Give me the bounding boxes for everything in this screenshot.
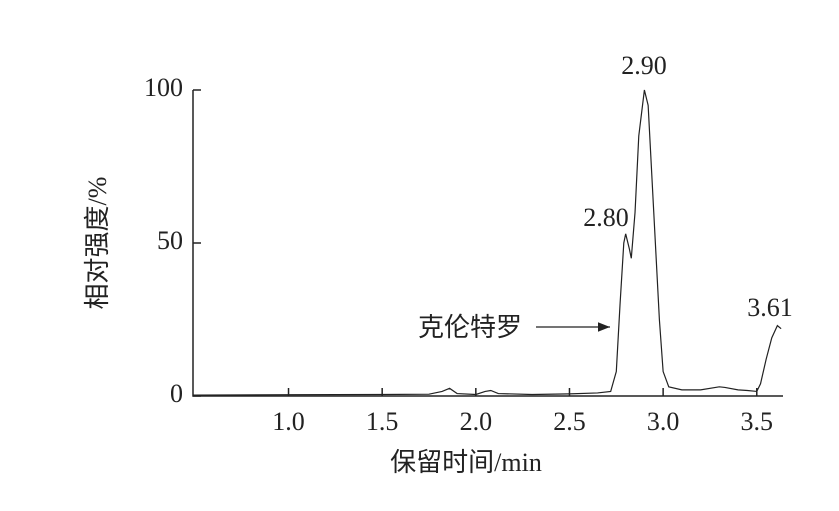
y-tick-label: 100 xyxy=(144,73,183,102)
x-tick-label: 2.5 xyxy=(553,407,586,436)
y-tick-label: 0 xyxy=(170,379,183,408)
x-tick-label: 2.0 xyxy=(460,407,493,436)
axes xyxy=(192,90,783,397)
x-tick-label: 1.0 xyxy=(272,407,305,436)
y-tick-label: 50 xyxy=(157,226,183,255)
x-axis-label: 保留时间/min xyxy=(390,448,542,477)
annotation: 2.90 xyxy=(621,51,667,80)
x-tick-label: 3.0 xyxy=(647,407,680,436)
annotation: 2.80 xyxy=(583,203,629,232)
annotation: 克伦特罗 xyxy=(418,313,522,342)
x-tick-label: 1.5 xyxy=(366,407,399,436)
y-axis-label: 相对强度/% xyxy=(83,177,112,310)
x-tick-label: 3.5 xyxy=(741,407,774,436)
annotation: 3.61 xyxy=(747,293,793,322)
line xyxy=(192,89,782,396)
